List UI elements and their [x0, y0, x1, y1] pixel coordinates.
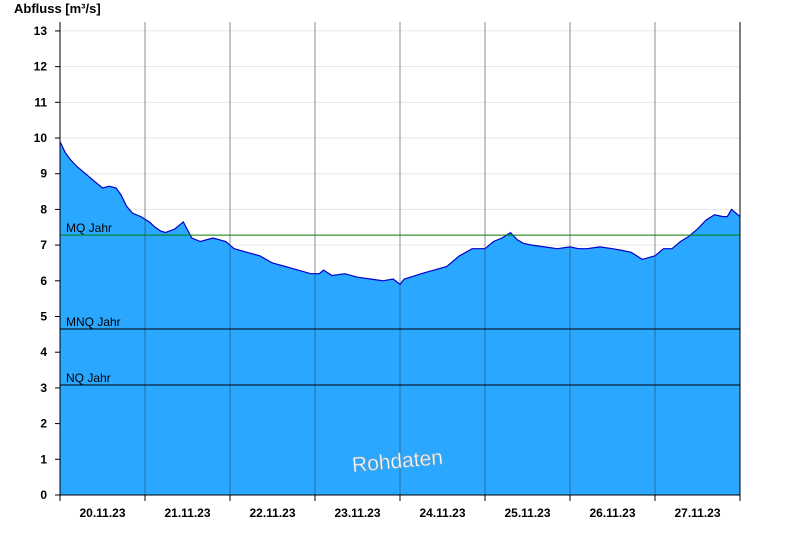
x-tick-label-4: 24.11.23	[419, 506, 465, 520]
y-tick-label-10: 10	[34, 131, 48, 145]
y-tick-label-5: 5	[40, 310, 47, 324]
x-tick-label-1: 21.11.23	[164, 506, 210, 520]
x-tick-label-7: 27.11.23	[674, 506, 720, 520]
y-tick-label-0: 0	[40, 488, 47, 502]
reference-label-2: NQ Jahr	[66, 371, 111, 385]
y-tick-label-4: 4	[40, 345, 47, 359]
y-tick-label-2: 2	[40, 417, 47, 431]
reference-lines: MQ Jahr MNQ Jahr NQ Jahr	[60, 221, 740, 386]
x-ticks: 20.11.23 21.11.23 22.11.23 23.11.23 24.11.23…	[59, 495, 741, 520]
x-tick-label-3: 23.11.23	[334, 506, 380, 520]
y-tick-label-8: 8	[40, 202, 47, 216]
y-tick-label-1: 1	[40, 452, 47, 466]
x-tick-label-2: 22.11.23	[249, 506, 295, 520]
y-tick-label-7: 7	[40, 238, 47, 252]
y-tick-label-13: 13	[34, 24, 48, 38]
reference-label-1: MNQ Jahr	[66, 315, 121, 329]
day-separators	[144, 22, 656, 495]
x-tick-label-6: 26.11.23	[589, 506, 635, 520]
y-tick-label-3: 3	[40, 381, 47, 395]
y-axis-title: Abfluss [m³/s]	[14, 1, 101, 16]
y-tick-label-11: 11	[34, 95, 47, 109]
y-tick-label-9: 9	[40, 167, 47, 181]
y-tick-label-6: 6	[40, 274, 47, 288]
x-tick-label-5: 25.11.23	[504, 506, 550, 520]
y-tick-label-12: 12	[34, 60, 48, 74]
reference-label-0: MQ Jahr	[66, 221, 112, 235]
x-tick-label-0: 20.11.23	[79, 506, 125, 520]
